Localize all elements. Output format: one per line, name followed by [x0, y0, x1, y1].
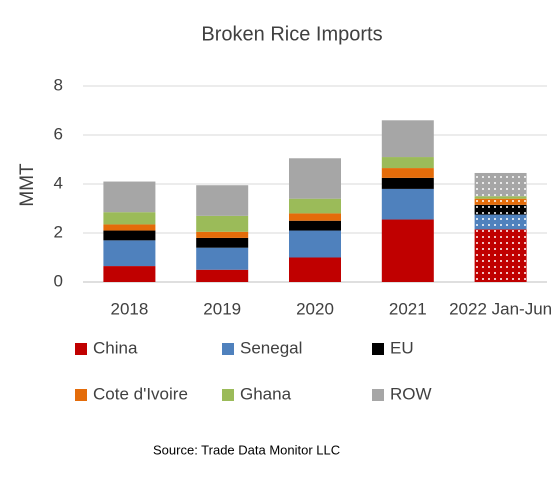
y-tick-label: 4 [54, 173, 63, 192]
bar-segment [196, 185, 249, 216]
bar-segment [381, 177, 434, 189]
x-tick-label: 2018 [110, 299, 148, 318]
y-tick-label: 8 [54, 75, 63, 94]
legend-swatch [222, 389, 234, 401]
legend-label: China [93, 338, 138, 357]
bar-segment [289, 158, 341, 199]
bar-segment [289, 213, 341, 221]
x-tick-label: 2021 [389, 299, 427, 318]
bar-segment [289, 230, 341, 258]
bar-segment [103, 224, 156, 231]
legend-swatch [372, 343, 384, 355]
bar-segment [103, 230, 156, 241]
chart-title: Broken Rice Imports [201, 23, 382, 45]
bar-segment [381, 168, 434, 178]
bar-segment [103, 240, 156, 267]
bar-pattern [474, 198, 527, 205]
bar-segment [196, 231, 249, 238]
bar-segment [196, 215, 249, 232]
bar-segment [103, 266, 156, 282]
bar-segment [289, 257, 341, 282]
legend-label: ROW [390, 384, 432, 403]
bar-segment [289, 198, 341, 214]
bar-segment [381, 219, 434, 282]
legend-label: Cote d'Ivoire [93, 384, 188, 403]
y-tick-label: 2 [54, 222, 63, 241]
legend-label: EU [390, 338, 414, 357]
bar-segment [381, 157, 434, 169]
bar-segment [381, 120, 434, 158]
legend-label: Ghana [240, 384, 292, 403]
x-tick-label: 2022 Jan-Jun [449, 299, 552, 318]
bar-segment [103, 181, 156, 213]
bar-pattern [474, 229, 527, 282]
bar-segment [103, 212, 156, 225]
bar-pattern [474, 172, 527, 197]
bar-segment [381, 188, 434, 220]
bar-pattern [474, 204, 527, 215]
x-tick-label: 2020 [296, 299, 334, 318]
y-tick-label: 0 [54, 271, 63, 290]
x-tick-label: 2019 [203, 299, 241, 318]
y-tick-label: 6 [54, 124, 63, 143]
legend-label: Senegal [240, 338, 302, 357]
bar-segment [196, 247, 249, 270]
bar-pattern [474, 214, 527, 230]
y-axis-label: MMT [17, 163, 38, 207]
bar-pattern [474, 196, 527, 199]
bar-segment [289, 220, 341, 231]
legend-swatch [222, 343, 234, 355]
legend-swatch [75, 343, 87, 355]
bar-segment [196, 237, 249, 248]
legend-swatch [372, 389, 384, 401]
source: Source: Trade Data Monitor LLC [153, 442, 340, 457]
legend-swatch [75, 389, 87, 401]
bar-segment [196, 269, 249, 282]
